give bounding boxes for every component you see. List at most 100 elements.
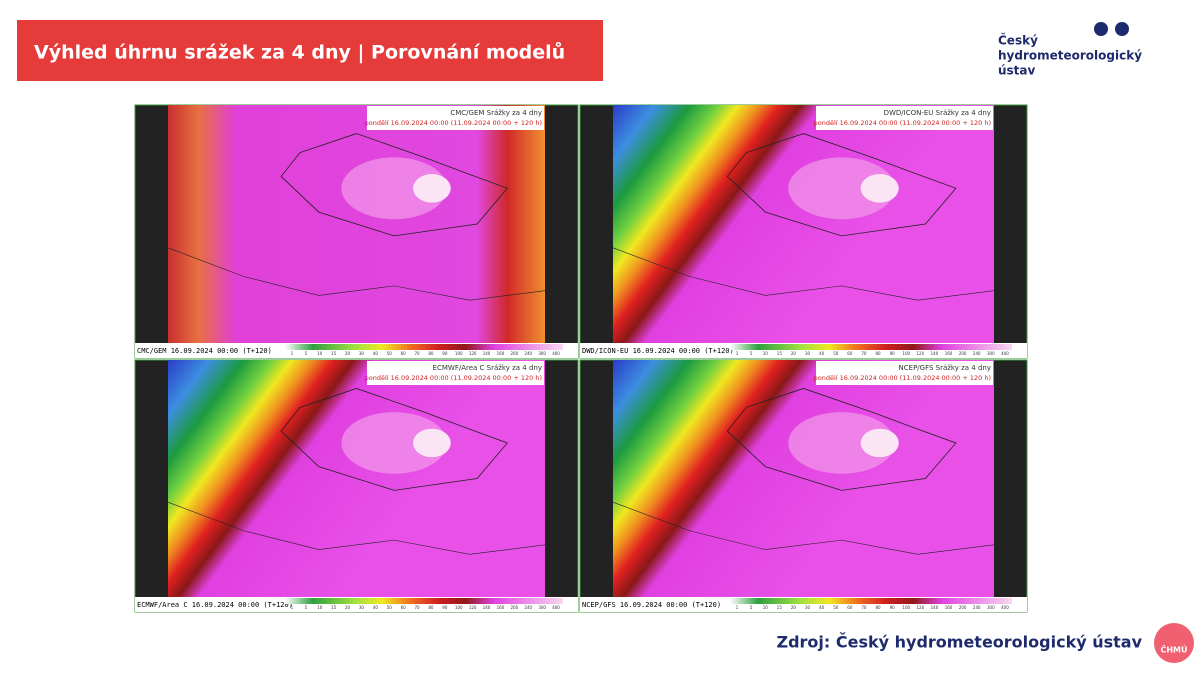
panel-label: ECMWF/Area C 16.09.2024 00:00 (T+120) [137,601,293,609]
border [167,501,546,555]
colorbar-tick: 15 [777,351,783,356]
logo-text: hydrometeorologický [998,49,1142,63]
panel-title: ECMWF/Area C Srážky za 4 dny [433,364,542,372]
colorbar-tick: 15 [331,351,337,356]
colorbar-tick: 400 [1001,351,1009,356]
colorbar [285,598,563,604]
colorbar-tick: 30 [359,605,365,610]
panel-run: pondělí 16.09.2024 00:00 (11.09.2024 00:… [365,374,542,382]
precip-max [413,174,451,203]
precip-max [860,174,899,203]
colorbar [730,598,1012,604]
colorbar-tick: 1 [291,351,294,356]
colorbar-tick: 140 [483,605,491,610]
colorbar-tick: 200 [511,351,519,356]
colorbar-tick: 400 [552,351,560,356]
colorbar-tick: 160 [497,605,505,610]
panel-title: DWD/ICON-EU Srážky za 4 dny [884,109,991,117]
colorbar-tick: 300 [987,351,995,356]
colorbar-tick: 240 [973,605,981,610]
colorbar-tick: 160 [497,351,505,356]
colorbar-tick: 80 [876,605,882,610]
colorbar-tick: 140 [931,351,939,356]
colorbar-tick: 60 [401,605,407,610]
border [612,501,995,555]
colorbar-tick: 30 [805,605,811,610]
precip-core [788,157,895,220]
colorbar-tick: 200 [959,351,967,356]
colorbar-tick: 10 [317,605,323,610]
colorbar-tick: 100 [455,605,463,610]
colorbar-tick: 160 [945,351,953,356]
colorbar-tick: 70 [861,351,867,356]
colorbar-tick: 300 [538,605,546,610]
logo-text: ústav [998,64,1036,78]
colorbar-tick: 20 [345,351,351,356]
colorbar-tick: 30 [359,351,365,356]
colorbar-tick: 120 [469,605,477,610]
panel-title: NCEP/GFS Srážky za 4 dny [899,364,991,372]
panel-run: pondělí 16.09.2024 00:00 (11.09.2024 00:… [365,119,542,127]
colorbar-tick: 5 [750,351,753,356]
precip-core [788,412,895,474]
colorbar-tick: 40 [373,605,379,610]
border [167,247,546,301]
colorbar-tick: 15 [777,605,783,610]
header-box [367,106,544,130]
colorbar-tick: 70 [861,605,867,610]
colorbar-tick: 50 [387,351,393,356]
panels: CMC/GEM Srážky za 4 dny pondělí 16.09.202… [134,104,1028,613]
panel-run: pondělí 16.09.2024 00:00 (11.09.2024 00:… [814,374,991,382]
colorbar-tick: 10 [763,351,769,356]
colorbar-tick: 20 [791,605,797,610]
colorbar-tick: 15 [331,605,337,610]
precip-max [413,428,451,458]
precip-core [341,157,447,220]
colorbar-tick: 10 [763,605,769,610]
panel-label: NCEP/GFS 16.09.2024 00:00 (T+120) [582,601,721,609]
colorbar-tick: 100 [902,351,910,356]
colorbar-tick: 240 [524,351,532,356]
colorbar-tick: 1 [736,351,739,356]
colorbar-tick: 50 [833,351,839,356]
colorbar-tick: 5 [750,605,753,610]
source: Zdroj: Český hydrometeorologický ústav [776,633,1142,652]
colorbar [285,344,563,350]
badge-text: ČHMÚ [1160,644,1187,655]
border [726,133,957,237]
colorbar-tick: 240 [973,351,981,356]
colorbar-tick: 1 [291,605,294,610]
colorbar-tick: 90 [442,351,448,356]
title-banner [17,20,603,81]
colorbar-tick: 240 [524,605,532,610]
colorbar-tick: 70 [415,605,421,610]
colorbar-tick: 10 [317,351,323,356]
panel-title: CMC/GEM Srážky za 4 dny [450,109,542,117]
colorbar-tick: 40 [373,351,379,356]
colorbar-tick: 90 [442,605,448,610]
colorbar-tick: 100 [902,605,910,610]
colorbar-tick: 70 [415,351,421,356]
colorbar-tick: 200 [959,605,967,610]
precip-max [860,428,899,458]
colorbar-tick: 40 [819,351,825,356]
header-box [816,106,993,130]
colorbar-tick: 80 [428,351,434,356]
colorbar-tick: 20 [345,605,351,610]
colorbar-tick: 120 [469,351,477,356]
colorbar-tick: 40 [819,605,825,610]
colorbar-tick: 300 [987,605,995,610]
colorbar-tick: 90 [890,605,896,610]
colorbar-tick: 60 [401,351,407,356]
colorbar-tick: 30 [805,351,811,356]
chmu-badge [1154,623,1194,663]
colorbar-tick: 50 [833,605,839,610]
colorbar-tick: 60 [847,351,853,356]
panel-run: pondělí 16.09.2024 00:00 (11.09.2024 00:… [814,119,991,127]
precip-core [341,412,447,474]
panel-label: DWD/ICON-EU 16.09.2024 00:00 (T+120) [582,347,734,355]
colorbar-tick: 120 [917,605,925,610]
colorbar-tick: 140 [483,351,491,356]
colorbar-tick: 120 [917,351,925,356]
